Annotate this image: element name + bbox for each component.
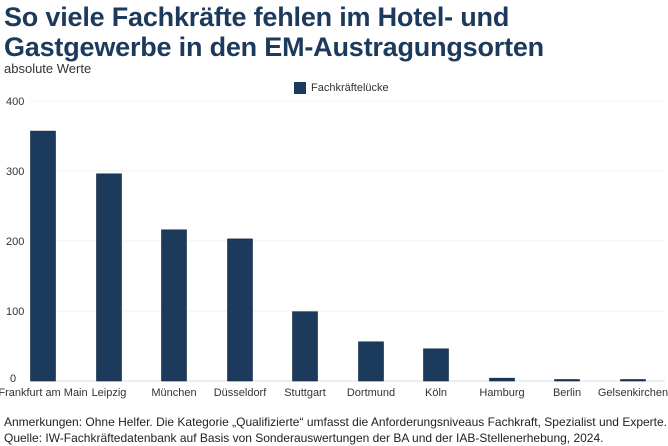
x-tick-label: Köln bbox=[425, 387, 447, 399]
x-tick-label: Leipzig bbox=[92, 387, 127, 399]
chart-title: So viele Fachkräfte fehlen im Hotel- und… bbox=[4, 2, 544, 62]
bar-düsseldorf[interactable] bbox=[227, 238, 253, 382]
y-tick-label: 0 bbox=[10, 373, 16, 385]
footnotes: Anmerkungen: Ohne Helfer. Die Kategorie … bbox=[4, 414, 667, 446]
x-tick-label: München bbox=[151, 387, 196, 399]
x-tick-label: Hamburg bbox=[479, 387, 524, 399]
x-tick-label: Frankfurt am Main bbox=[0, 387, 88, 399]
title-line-2: Gastgewerbe in den EM-Austragungsorten bbox=[4, 32, 544, 62]
bar-dortmund[interactable] bbox=[358, 341, 384, 382]
x-tick-label: Stuttgart bbox=[284, 387, 326, 399]
bar-stuttgart[interactable] bbox=[292, 311, 318, 382]
legend-swatch bbox=[294, 82, 306, 94]
chart-subtitle: absolute Werte bbox=[4, 61, 92, 76]
source-text: Quelle: IW-Fachkräftedatenbank auf Basis… bbox=[4, 431, 604, 445]
y-tick-label: 100 bbox=[6, 306, 24, 318]
legend: Fachkräftelücke bbox=[294, 82, 389, 94]
bar-berlin[interactable] bbox=[554, 379, 580, 382]
bar-frankfurt-am-main[interactable] bbox=[30, 130, 56, 382]
x-axis: Frankfurt am Main Leipzig München Düsseldor… bbox=[0, 387, 668, 399]
note-text: Anmerkungen: Ohne Helfer. Die Kategorie … bbox=[4, 415, 668, 429]
x-tick-label: Berlin bbox=[553, 387, 581, 399]
title-line-1: So viele Fachkräfte fehlen im Hotel- und bbox=[4, 2, 510, 32]
bar-leipzig[interactable] bbox=[96, 173, 122, 382]
gridlines bbox=[30, 100, 665, 382]
bars bbox=[30, 130, 646, 382]
y-tick-label: 300 bbox=[6, 166, 24, 178]
bar-münchen[interactable] bbox=[161, 229, 187, 382]
legend-label: Fachkräftelücke bbox=[311, 82, 389, 94]
y-tick-label: 200 bbox=[6, 236, 24, 248]
x-tick-label: Gelsenkirchen bbox=[598, 387, 668, 399]
bar-hamburg[interactable] bbox=[489, 377, 515, 382]
y-tick-label: 400 bbox=[6, 96, 24, 108]
x-tick-label: Dortmund bbox=[347, 387, 395, 399]
y-axis: 0 100 200 300 400 bbox=[6, 96, 24, 385]
x-tick-label: Düsseldorf bbox=[214, 387, 268, 399]
bar-gelsenkirchen[interactable] bbox=[620, 379, 646, 382]
bar-köln[interactable] bbox=[423, 348, 449, 382]
